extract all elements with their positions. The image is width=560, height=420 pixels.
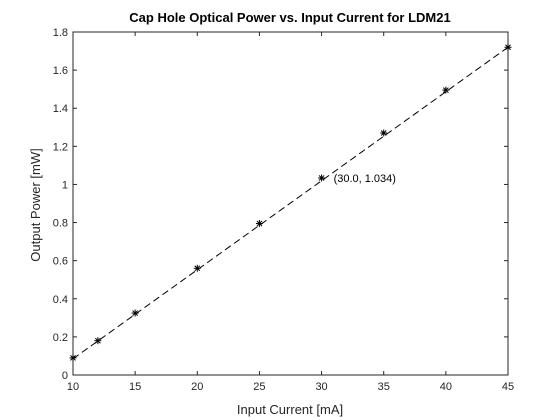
plot-area: 10 15 20 25 30 35 40 45 0 0.2 0.4 0.6 0.8 1 1.2 1.4 1.6… [53,27,514,393]
x-tick-label: 10 [67,381,79,393]
fit-line [72,46,509,360]
y-tick-label: 1.4 [53,103,68,115]
x-tick-label: 30 [315,381,327,393]
series-layer [69,43,512,362]
x-tick-label: 20 [191,381,203,393]
y-tick-label: 1.6 [53,65,68,77]
x-tick-label: 15 [129,381,141,393]
y-tick-label: 0.8 [53,218,68,230]
y-tick-label: 1 [62,179,68,191]
y-tick-label: 0.2 [53,332,68,344]
data-point [94,337,102,345]
y-tick-label: 0.4 [53,294,68,306]
x-tick-label: 45 [502,381,514,393]
chart-title: Cap Hole Optical Power vs. Input Current… [129,10,450,25]
y-tick-label: 0 [62,370,68,382]
y-axis-label: Output Power [mW] [28,148,43,261]
x-axis: 10 15 20 25 30 35 40 45 [67,32,514,393]
annotation-layer: (30.0, 1.034) [334,173,396,185]
data-point [193,264,201,272]
data-point [504,43,512,51]
y-tick-label: 1.2 [53,141,68,153]
y-axis: 0 0.2 0.4 0.6 0.8 1 1.2 1.4 1.6 1.8 [53,27,508,382]
x-tick-label: 35 [378,381,390,393]
x-axis-label: Input Current [mA] [237,402,343,417]
data-point [69,354,77,362]
data-point [255,220,263,228]
x-tick-label: 25 [253,381,265,393]
data-point [131,309,139,317]
data-point [442,86,450,94]
data-label: (30.0, 1.034) [334,173,396,185]
data-point [318,174,326,182]
data-point [380,129,388,137]
y-tick-label: 0.6 [53,256,68,268]
x-tick-label: 40 [440,381,452,393]
y-tick-label: 1.8 [53,27,68,39]
